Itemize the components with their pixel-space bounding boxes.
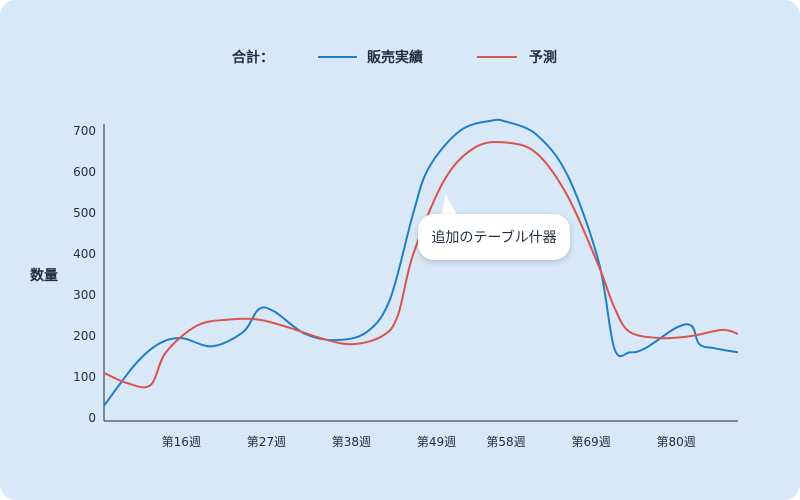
y-tick-label: 100 <box>73 370 96 384</box>
tooltip-text: 追加のテーブル什器 <box>431 230 557 246</box>
tooltip-tail <box>438 194 458 216</box>
x-ticks: 第16週 第27週 第38週 第49週 第58週 第69週 第80週 <box>162 435 696 449</box>
series-lines <box>103 118 739 407</box>
x-tick-label: 第58週 <box>486 435 525 449</box>
y-tick-label: 500 <box>73 206 96 220</box>
y-ticks: 0 100 200 300 400 500 600 700 <box>73 124 96 425</box>
y-tick-label: 700 <box>73 124 96 138</box>
y-tick-label: 200 <box>73 329 96 343</box>
tooltip: 追加のテーブル什器 <box>418 214 570 260</box>
series-line-forecast[interactable] <box>103 140 739 389</box>
x-tick-label: 第38週 <box>332 435 371 449</box>
series-line-sales[interactable] <box>103 118 739 407</box>
legend: 合計： 販売実績 予測 <box>232 49 557 66</box>
y-tick-label: 400 <box>73 247 96 261</box>
x-tick-label: 第16週 <box>162 435 201 449</box>
legend-title: 合計： <box>232 49 274 66</box>
y-tick-label: 600 <box>73 165 96 179</box>
x-tick-label: 第80週 <box>657 435 696 449</box>
y-tick-label: 300 <box>73 288 96 302</box>
x-tick-label: 第27週 <box>247 435 286 449</box>
y-axis-label: 数量 <box>30 267 58 284</box>
legend-label-sales[interactable]: 販売実績 <box>367 49 423 66</box>
x-tick-label: 第69週 <box>571 435 610 449</box>
y-tick-label: 0 <box>88 411 96 425</box>
legend-label-forecast[interactable]: 予測 <box>529 49 557 66</box>
x-tick-label: 第49週 <box>417 435 456 449</box>
